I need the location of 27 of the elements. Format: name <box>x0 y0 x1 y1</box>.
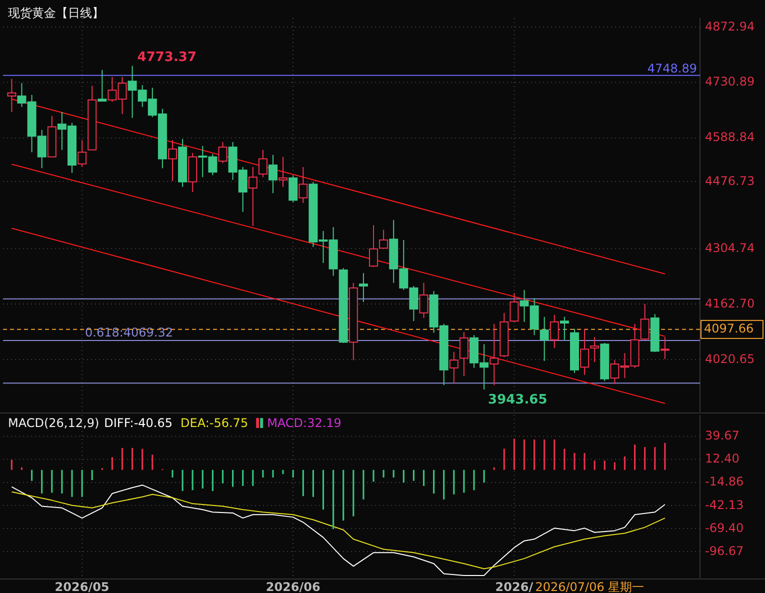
y-tick-label: 4730.89 <box>705 74 755 89</box>
y-tick-label: 4020.65 <box>705 352 755 366</box>
x-tick-label: 2026/05 <box>54 580 110 593</box>
text: DEA:-56.75 <box>180 416 248 430</box>
x-tick-label: 2026/ <box>495 580 534 593</box>
y-tick-label: 4872.94 <box>705 19 755 34</box>
annotation: 4773.37 <box>137 50 197 65</box>
y-tick-label: 4304.74 <box>705 240 755 255</box>
text: 2026/07/06 星期一 <box>535 580 644 593</box>
y-tick-label: -14.86 <box>705 474 744 489</box>
y-tick-label: -69.40 <box>705 520 744 535</box>
y-tick-label: -96.67 <box>705 544 744 558</box>
x-tick-label: 2026/06 <box>266 580 320 593</box>
y-tick-label: 4162.70 <box>705 296 755 310</box>
chart-title: 现货黄金【日线】 <box>8 6 104 20</box>
y-tick-label: -42.13 <box>705 498 744 512</box>
ref-line-label: 0.618:4069.32 <box>85 325 174 340</box>
ref-line-label: 4748.89 <box>647 61 697 76</box>
y-tick-label: 4476.73 <box>705 174 755 188</box>
ref-line-label: 4097.66 <box>704 322 754 336</box>
y-tick-label: 39.67 <box>705 428 740 443</box>
chart-title: MACD(26,12,9) <box>8 416 100 430</box>
annotation: 3943.65 <box>488 392 548 408</box>
y-tick-label: 12.40 <box>705 452 740 466</box>
text: DIFF:-40.65 <box>104 416 173 430</box>
legend-label: MACD:32.19 <box>267 416 342 430</box>
y-tick-label: 4588.84 <box>705 130 755 144</box>
